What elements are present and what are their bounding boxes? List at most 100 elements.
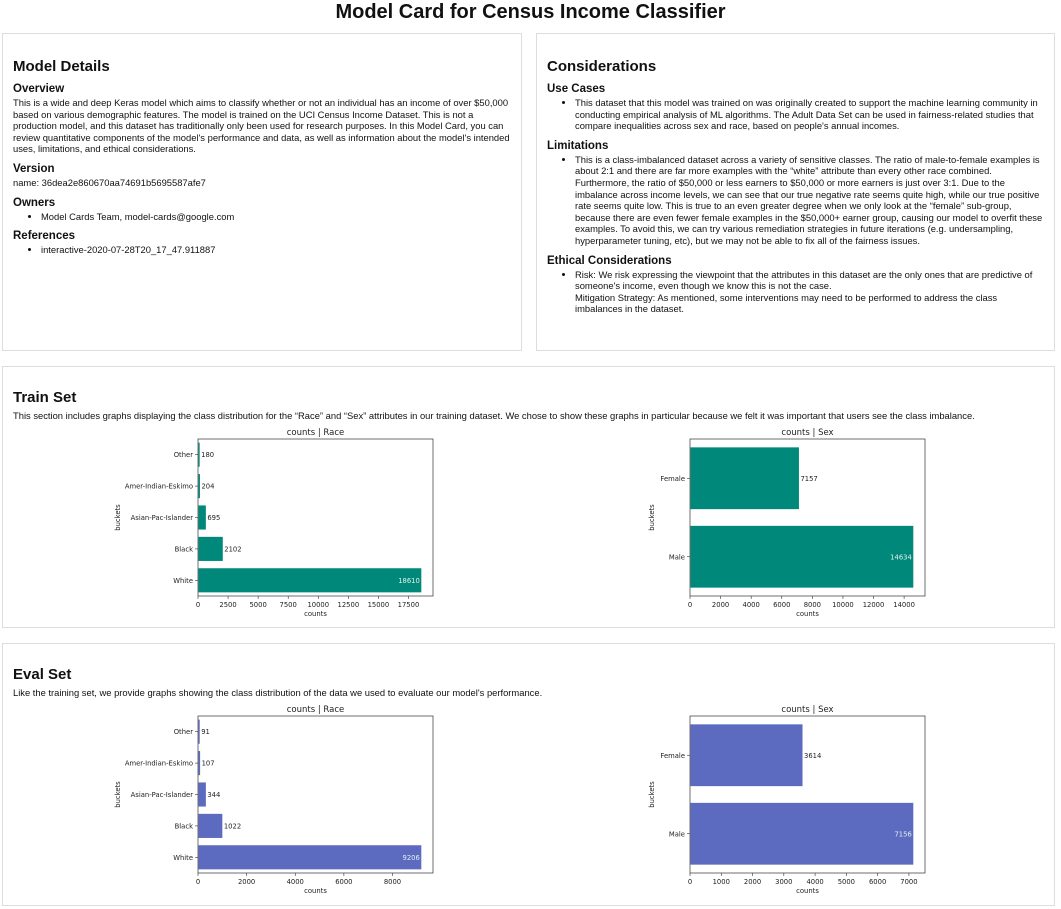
y-tick-label: White xyxy=(173,577,193,585)
bar-black xyxy=(197,535,224,562)
y-tick-label: Amer-Indian-Eskimo xyxy=(125,760,193,768)
x-tick-label: 15000 xyxy=(368,601,390,609)
use-cases-heading: Use Cases xyxy=(547,83,606,95)
bar-value-label: 18610 xyxy=(398,577,420,585)
page-title: Model Card for Census Income Classifier xyxy=(335,1,726,23)
x-tick-label: 10000 xyxy=(307,601,329,609)
x-tick-label: 17500 xyxy=(398,601,420,609)
bar-white xyxy=(197,844,423,871)
considerations-heading: Considerations xyxy=(547,58,657,75)
x-axis-label: counts xyxy=(796,887,819,895)
x-tick-label: 6000 xyxy=(335,878,352,886)
bar-value-label: 180 xyxy=(201,451,214,459)
y-tick-label: Black xyxy=(175,545,193,553)
x-tick-label: 4000 xyxy=(287,878,304,886)
bar-amer-indian-eskimo xyxy=(197,750,202,777)
overview-text: This is a wide and deep Keras model whic… xyxy=(13,97,510,155)
bar-value-label: 204 xyxy=(201,483,214,491)
limitation-item: This is a class-imbalanced dataset acros… xyxy=(575,154,1044,247)
x-axis-label: counts xyxy=(304,610,327,618)
eval-set-description: Like the training set, we provide graphs… xyxy=(13,687,543,698)
y-axis-label: buckets xyxy=(114,504,122,531)
plot-frame xyxy=(197,715,434,874)
x-tick-label: 0 xyxy=(688,601,692,609)
owners-heading: Owners xyxy=(13,196,56,209)
train-set-card: Train Set This section includes graphs d… xyxy=(2,366,1055,628)
bar-female xyxy=(689,446,800,511)
y-tick-label: Female xyxy=(660,475,685,483)
overview-heading: Overview xyxy=(13,83,65,95)
bar-asian-pac-islander xyxy=(197,504,207,531)
model-details-heading: Model Details xyxy=(13,58,110,75)
bar-white xyxy=(197,567,423,594)
x-tick-label: 0 xyxy=(688,878,692,886)
y-tick-label: Asian-Pac-Islander xyxy=(131,791,194,799)
x-tick-label: 6000 xyxy=(773,601,790,609)
considerations-card: Considerations Use Cases This dataset th… xyxy=(536,33,1055,351)
bar-black xyxy=(197,812,224,839)
eval-set-card: Eval Set Like the training set, we provi… xyxy=(2,643,1055,906)
y-axis-label: buckets xyxy=(648,781,656,808)
x-tick-label: 2000 xyxy=(712,601,729,609)
x-tick-label: 4000 xyxy=(806,878,823,886)
bar-value-label: 3614 xyxy=(804,752,821,760)
y-tick-label: Other xyxy=(174,728,194,736)
x-tick-label: 8000 xyxy=(804,601,821,609)
bar-male xyxy=(689,801,915,866)
train-set-description: This section includes graphs displaying … xyxy=(13,410,975,421)
bar-value-label: 344 xyxy=(207,791,220,799)
bar-value-label: 7156 xyxy=(894,830,911,838)
chart-title: counts | Race xyxy=(287,428,345,438)
chart-title: counts | Sex xyxy=(781,428,833,438)
ethical-mitigation: Mitigation Strategy: As mentioned, some … xyxy=(575,291,998,315)
chart-title: counts | Race xyxy=(287,705,345,715)
x-tick-label: 7500 xyxy=(280,601,297,609)
train-set-heading: Train Set xyxy=(13,389,77,406)
x-tick-label: 5000 xyxy=(249,601,266,609)
eval-charts: counts | Race White 9206 Black 1022 Asian-Pac… xyxy=(114,705,926,895)
references-heading: References xyxy=(13,230,76,243)
use-case-item: This dataset that this model was trained… xyxy=(575,97,1044,132)
bar-female xyxy=(689,723,804,788)
model-details-card: Model Details Overview This is a wide an… xyxy=(2,33,522,351)
y-tick-label: Other xyxy=(174,451,194,459)
x-tick-label: 8000 xyxy=(384,878,401,886)
bar-value-label: 14634 xyxy=(890,553,912,561)
x-tick-label: 5000 xyxy=(838,878,855,886)
bar-male xyxy=(689,524,915,589)
plot-frame xyxy=(689,438,926,597)
x-axis-label: counts xyxy=(796,610,819,618)
ethical-heading: Ethical Considerations xyxy=(547,254,672,267)
ethical-item: Risk: We risk expressing the viewpoint t… xyxy=(575,269,1044,315)
y-tick-label: Black xyxy=(175,822,193,830)
bar-amer-indian-eskimo xyxy=(197,473,201,500)
x-tick-label: 12500 xyxy=(338,601,360,609)
x-tick-label: 0 xyxy=(196,601,200,609)
bar-value-label: 2102 xyxy=(224,545,241,553)
version-text: name: 36dea2e860670aa74691b5695587afe7 xyxy=(13,176,206,188)
plot-frame xyxy=(197,438,434,597)
x-tick-label: 4000 xyxy=(743,601,760,609)
x-tick-label: 6000 xyxy=(869,878,886,886)
bar-value-label: 9206 xyxy=(403,854,420,862)
x-tick-label: 7000 xyxy=(900,878,917,886)
y-tick-label: Female xyxy=(660,752,685,760)
x-tick-label: 12000 xyxy=(863,601,885,609)
y-tick-label: Asian-Pac-Islander xyxy=(131,514,194,522)
train-race-chart: counts | Race White 18610 Black 2102 Asian-Pa… xyxy=(114,428,926,618)
chart-title: counts | Sex xyxy=(781,705,833,715)
limitations-heading: Limitations xyxy=(547,139,609,152)
y-axis-label: buckets xyxy=(648,504,656,531)
x-tick-label: 14000 xyxy=(893,601,915,609)
y-tick-label: White xyxy=(173,854,193,862)
bar-value-label: 7157 xyxy=(800,475,817,483)
x-tick-label: 2000 xyxy=(744,878,761,886)
x-tick-label: 10000 xyxy=(832,601,854,609)
y-tick-label: Amer-Indian-Eskimo xyxy=(125,483,193,491)
bar-value-label: 695 xyxy=(207,514,220,522)
x-tick-label: 3000 xyxy=(775,878,792,886)
plot-frame xyxy=(689,715,926,874)
x-tick-label: 2500 xyxy=(219,601,236,609)
bar-value-label: 91 xyxy=(201,728,210,736)
y-tick-label: Male xyxy=(669,830,685,838)
